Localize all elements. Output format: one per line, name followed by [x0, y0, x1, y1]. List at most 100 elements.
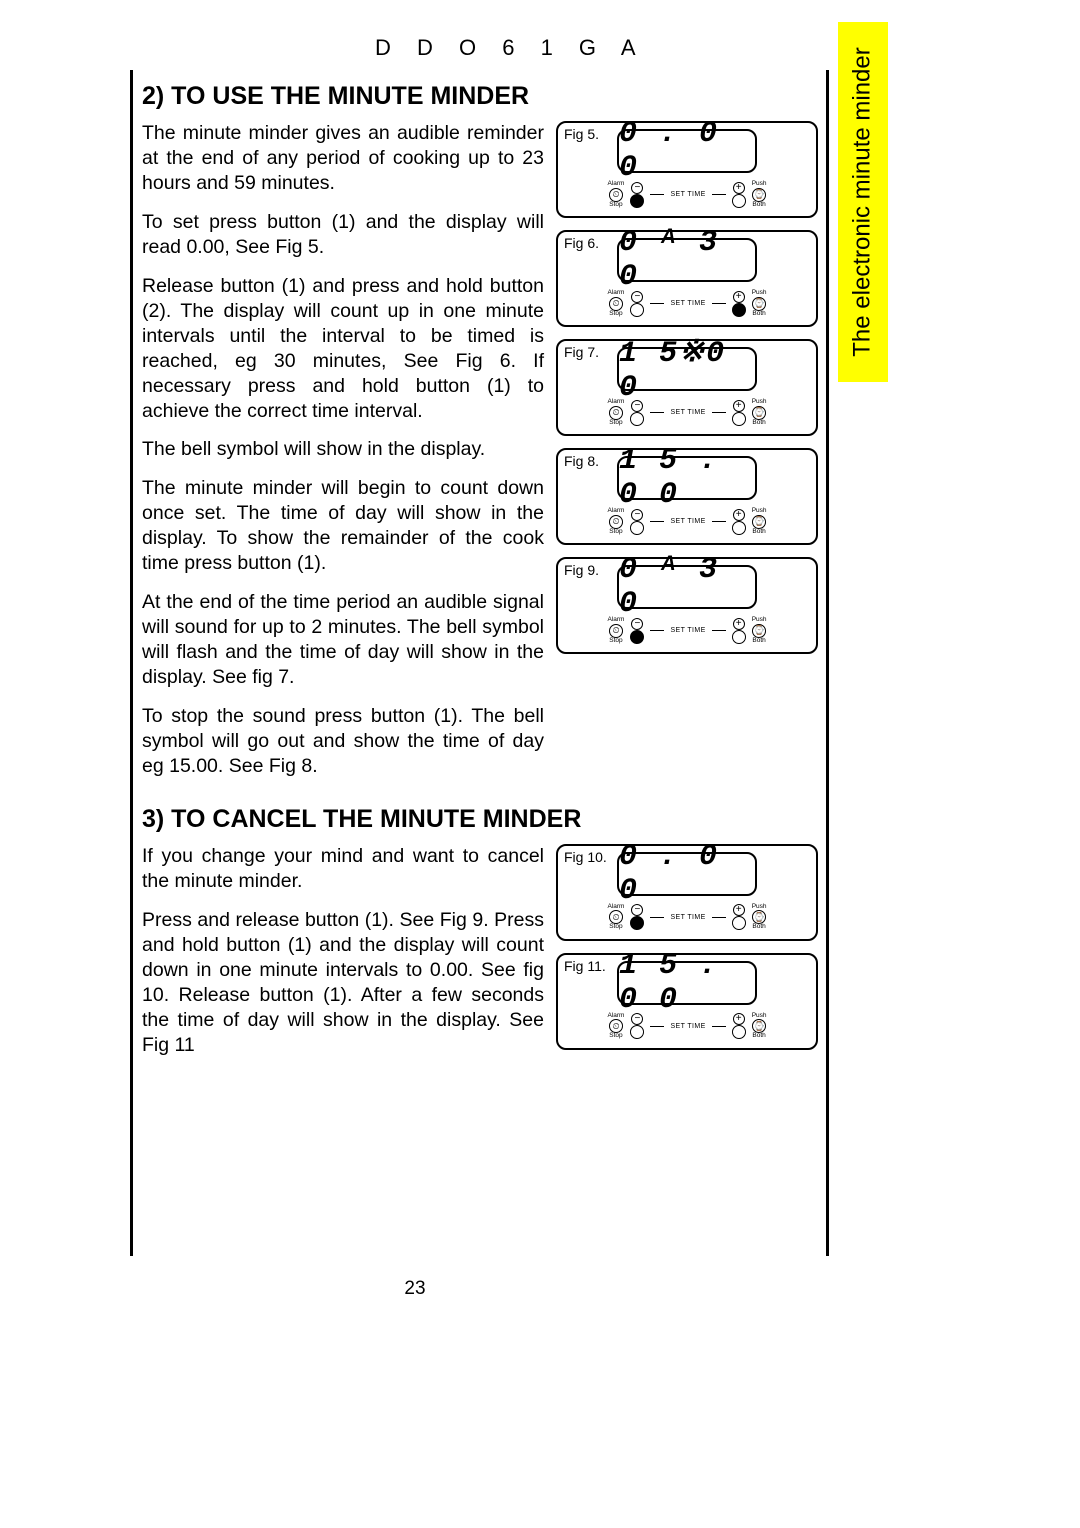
- minus-button[interactable]: [630, 1025, 644, 1039]
- both-label: Both: [752, 311, 765, 318]
- push-both-group: Push⌚Both: [752, 508, 767, 535]
- dash-left: [650, 1026, 664, 1027]
- page-content: 2) TO USE THE MINUTE MINDER The minute m…: [134, 70, 834, 1072]
- lcd-display: 1 5 . 0 0: [617, 456, 757, 500]
- lcd-display: 0 ᴬ 3 0: [617, 565, 757, 609]
- figure-11: Fig 11.1 5 . 0 0Alarm⏲Stop−SET TIME+Push…: [556, 953, 818, 1050]
- figure-5: Fig 5.0 . 0 0Alarm⏲Stop−SET TIME+Push⌚Bo…: [556, 121, 818, 218]
- section-3-body: If you change your mind and want to canc…: [134, 844, 834, 1072]
- lcd-digits: 1 5 . 0 0: [619, 444, 755, 512]
- lcd-display: 0 . 0 0: [617, 129, 757, 173]
- alarm-stop-group: Alarm⏲Stop: [607, 508, 624, 535]
- dash-left: [650, 917, 664, 918]
- figure-label: Fig 7.: [564, 344, 599, 360]
- lcd-digits: 0 . 0 0: [619, 117, 755, 185]
- control-row: Alarm⏲Stop−SET TIME+Push⌚Both: [566, 290, 808, 317]
- plus-button[interactable]: [732, 521, 746, 535]
- lcd-display: 1 5※0 0: [617, 347, 757, 391]
- dash-right: [712, 412, 726, 413]
- control-row: Alarm⏲Stop−SET TIME+Push⌚Both: [566, 1013, 808, 1040]
- alarm-stop-group: Alarm⏲Stop: [607, 181, 624, 208]
- plus-button-group: +: [732, 904, 746, 930]
- cooktime-icon: ⌚: [752, 297, 766, 311]
- plus-button-group: +: [732, 1013, 746, 1039]
- stop-label: Stop: [609, 924, 622, 931]
- minus-button[interactable]: [630, 194, 644, 208]
- both-label: Both: [752, 529, 765, 536]
- clock-icon: ⏲: [609, 406, 623, 420]
- dash-right: [712, 521, 726, 522]
- clock-icon: ⏲: [609, 1019, 623, 1033]
- plus-button[interactable]: [732, 916, 746, 930]
- minus-button[interactable]: [630, 412, 644, 426]
- figure-10: Fig 10.0 . 0 0Alarm⏲Stop−SET TIME+Push⌚B…: [556, 844, 818, 941]
- push-both-group: Push⌚Both: [752, 1013, 767, 1040]
- set-time-label: SET TIME: [670, 518, 705, 525]
- plus-button[interactable]: [732, 412, 746, 426]
- figure-label: Fig 6.: [564, 235, 599, 251]
- plus-button[interactable]: [732, 630, 746, 644]
- dash-right: [712, 630, 726, 631]
- plus-button[interactable]: [732, 194, 746, 208]
- dash-left: [650, 630, 664, 631]
- set-time-label: SET TIME: [670, 191, 705, 198]
- section-2-text: The minute minder gives an audible remin…: [134, 121, 544, 793]
- clock-icon: ⏲: [609, 188, 623, 202]
- minus-button-group: −: [630, 509, 644, 535]
- figure-7: Fig 7.1 5※0 0Alarm⏲Stop−SET TIME+Push⌚Bo…: [556, 339, 818, 436]
- minus-button-group: −: [630, 618, 644, 644]
- minus-button-group: −: [630, 182, 644, 208]
- dash-right: [712, 1026, 726, 1027]
- plus-button-group: +: [732, 182, 746, 208]
- dash-left: [650, 521, 664, 522]
- push-both-group: Push⌚Both: [752, 290, 767, 317]
- alarm-stop-group: Alarm⏲Stop: [607, 904, 624, 931]
- minus-button[interactable]: [630, 916, 644, 930]
- set-time-label: SET TIME: [670, 409, 705, 416]
- page-number: 23: [0, 1278, 830, 1300]
- plus-button-group: +: [732, 618, 746, 644]
- plus-button[interactable]: [732, 1025, 746, 1039]
- dash-right: [712, 303, 726, 304]
- both-label: Both: [752, 638, 765, 645]
- lcd-display: 0 ᴬ 3 0: [617, 238, 757, 282]
- dash-right: [712, 194, 726, 195]
- figure-label: Fig 5.: [564, 126, 599, 142]
- control-row: Alarm⏲Stop−SET TIME+Push⌚Both: [566, 904, 808, 931]
- stop-label: Stop: [609, 420, 622, 427]
- lcd-display: 1 5 . 0 0: [617, 961, 757, 1005]
- minus-button[interactable]: [630, 630, 644, 644]
- s2-p7: To stop the sound press button (1). The …: [142, 704, 544, 779]
- section-3-text: If you change your mind and want to canc…: [134, 844, 544, 1072]
- figure-label: Fig 9.: [564, 562, 599, 578]
- alarm-stop-group: Alarm⏲Stop: [607, 1013, 624, 1040]
- cooktime-icon: ⌚: [752, 515, 766, 529]
- both-label: Both: [752, 1033, 765, 1040]
- alarm-stop-group: Alarm⏲Stop: [607, 617, 624, 644]
- minus-button[interactable]: [630, 303, 644, 317]
- lcd-digits: 0 ᴬ 3 0: [619, 553, 755, 621]
- lcd-digits: 0 . 0 0: [619, 840, 755, 908]
- set-time-label: SET TIME: [670, 914, 705, 921]
- stop-label: Stop: [609, 638, 622, 645]
- push-both-group: Push⌚Both: [752, 904, 767, 931]
- figure-label: Fig 10.: [564, 849, 607, 865]
- lcd-display: 0 . 0 0: [617, 852, 757, 896]
- push-both-group: Push⌚Both: [752, 617, 767, 644]
- s2-p6: At the end of the time period an audible…: [142, 590, 544, 690]
- side-tab: The electronic minute minder: [838, 22, 888, 382]
- set-time-label: SET TIME: [670, 627, 705, 634]
- minus-button-group: −: [630, 1013, 644, 1039]
- section-2-title: 2) TO USE THE MINUTE MINDER: [142, 82, 834, 111]
- minus-button[interactable]: [630, 521, 644, 535]
- section-2-body: The minute minder gives an audible remin…: [134, 121, 834, 793]
- stop-label: Stop: [609, 202, 622, 209]
- plus-button[interactable]: [732, 303, 746, 317]
- cooktime-icon: ⌚: [752, 1019, 766, 1033]
- figure-label: Fig 8.: [564, 453, 599, 469]
- dash-right: [712, 917, 726, 918]
- s2-p5: The minute minder will begin to count do…: [142, 476, 544, 576]
- set-time-label: SET TIME: [670, 300, 705, 307]
- stop-label: Stop: [609, 311, 622, 318]
- figure-8: Fig 8.1 5 . 0 0Alarm⏲Stop−SET TIME+Push⌚…: [556, 448, 818, 545]
